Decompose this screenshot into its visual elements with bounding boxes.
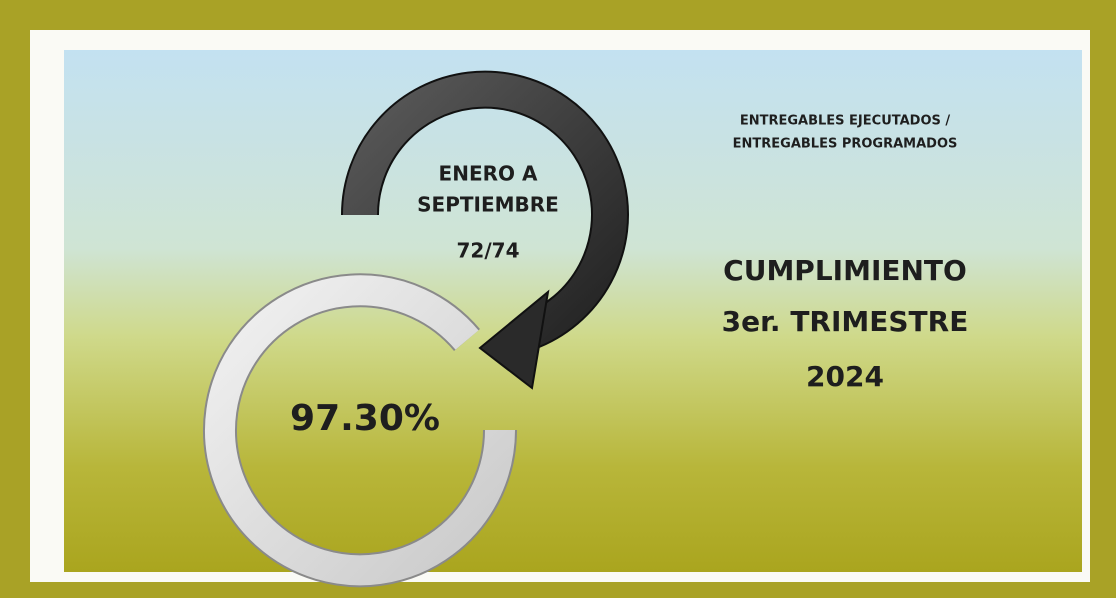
heading-line: 3er. TRIMESTRE: [722, 305, 969, 338]
ratio: 72/74: [457, 239, 520, 263]
definition-line: ENTREGABLES PROGRAMADOS: [733, 137, 958, 152]
heading-line: 2024: [806, 360, 884, 393]
percentage: 97.30%: [290, 398, 440, 439]
period-line: ENERO A: [439, 162, 538, 186]
definition-line: ENTREGABLES EJECUTADOS /: [740, 114, 951, 129]
arrow-head: [478, 289, 550, 390]
dark-arrow: [342, 72, 627, 348]
light-ring: [205, 275, 515, 586]
period-line: SEPTIEMBRE: [417, 193, 559, 217]
heading-line: CUMPLIMIENTO: [723, 254, 967, 287]
